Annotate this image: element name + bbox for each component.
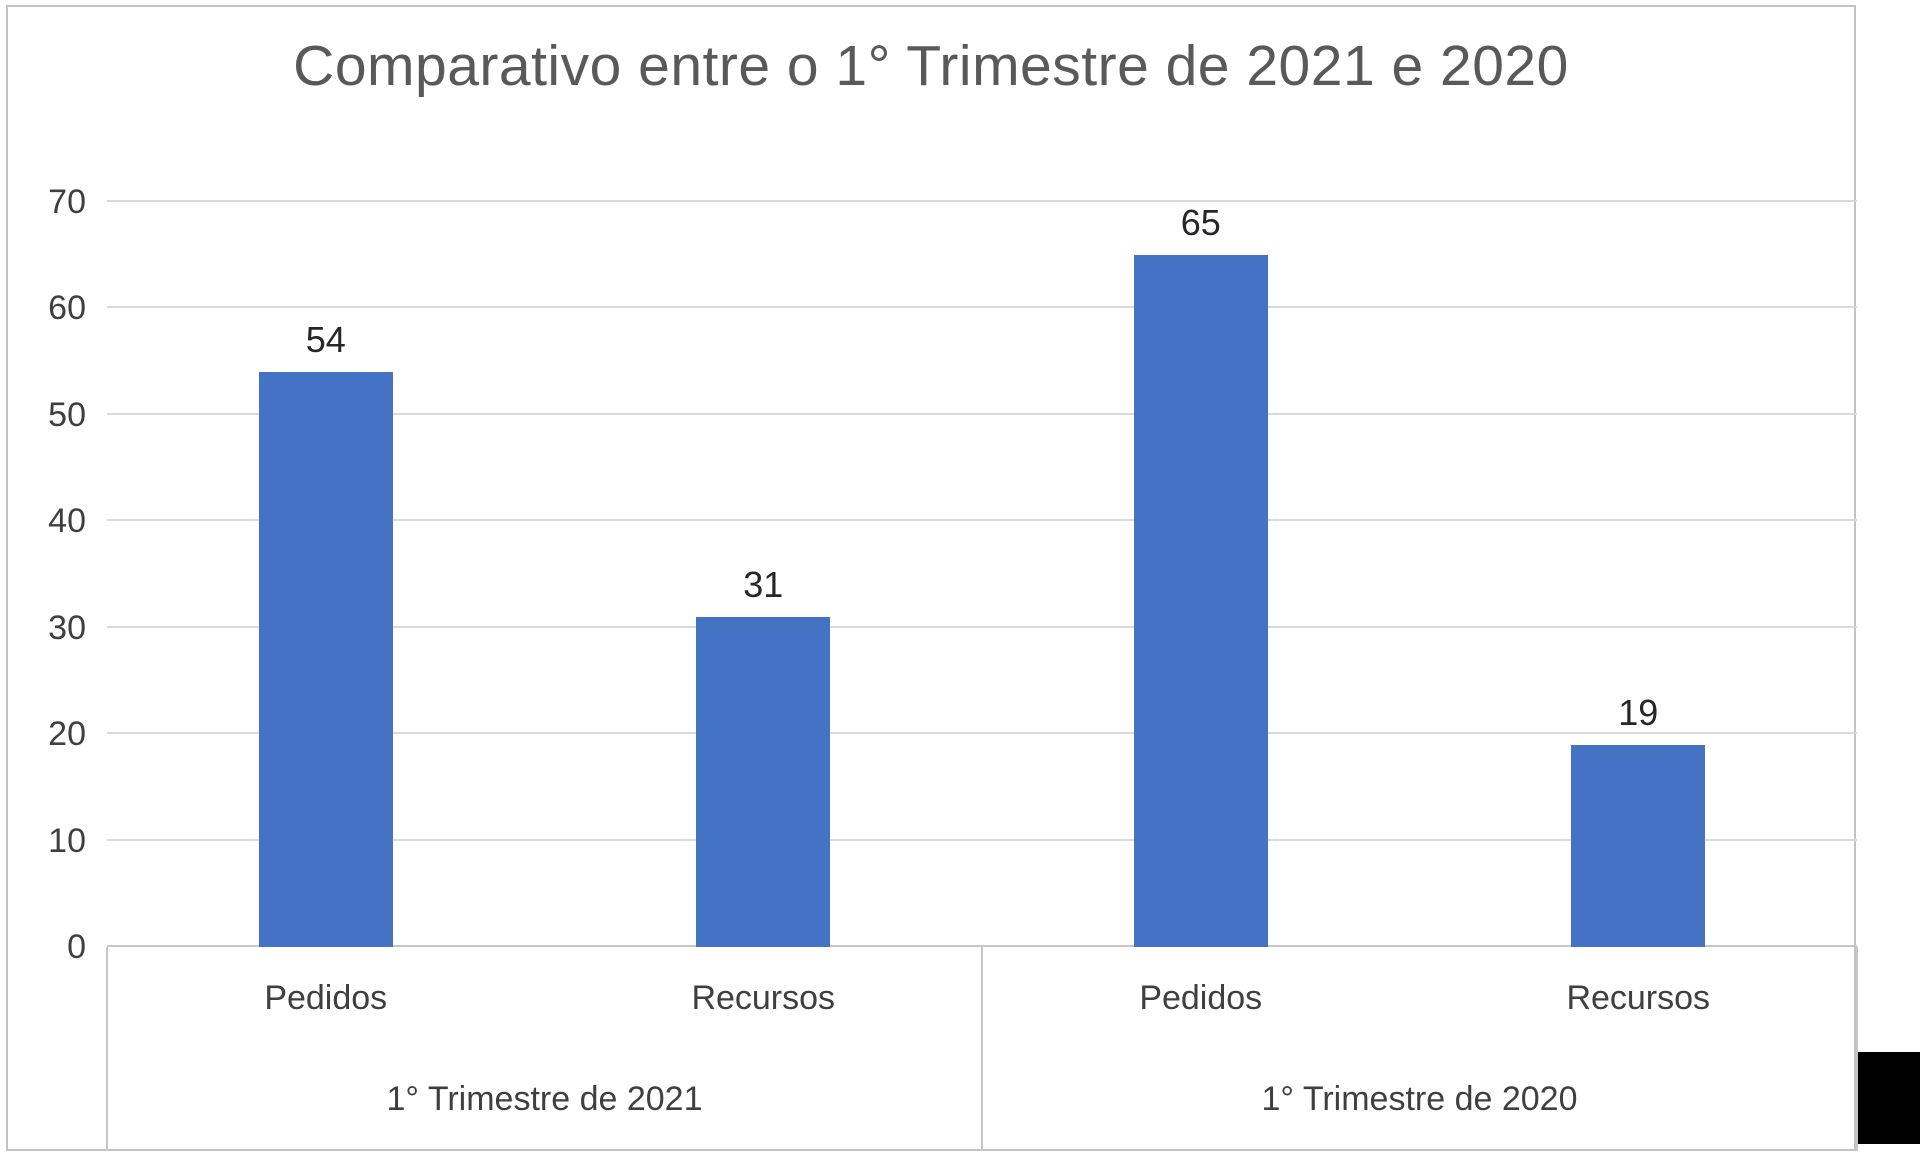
gridline [107,625,1857,628]
screen-corner-artifact [1858,1052,1920,1144]
gridline [107,519,1857,522]
gridline [107,945,1857,947]
data-label: 19 [1618,691,1659,733]
bar [258,372,393,947]
y-tick-label: 10 [48,821,86,860]
chart-title: Comparativo entre o 1° Trimestre de 2021… [293,34,1569,98]
data-label: 31 [743,564,784,606]
data-label: 54 [305,319,346,361]
group-label: 1° Trimestre de 2021 [386,1080,703,1118]
data-label: 65 [1180,202,1221,244]
y-tick-label: 50 [48,395,86,434]
axis-divider [106,947,108,1151]
chart-frame: Comparativo entre o 1° Trimestre de 2021… [6,5,1858,1151]
plot-area: 54 31 65 19 [107,200,1857,947]
gridline [107,412,1857,415]
category-label: Recursos [1566,979,1711,1017]
gridline [107,838,1857,841]
gridline [107,200,1857,202]
category-label: Recursos [691,979,836,1017]
y-axis: 0 10 20 30 40 50 60 70 [8,185,100,964]
category-label: Pedidos [264,979,388,1017]
bar [696,617,831,947]
y-tick-label: 60 [48,289,86,328]
y-tick-label: 70 [48,183,86,221]
group-label: 1° Trimestre de 2020 [1261,1080,1578,1118]
gridline [107,306,1857,309]
y-tick-label: 40 [48,502,86,541]
axis-divider [1856,947,1858,1151]
bar [1571,744,1706,947]
axis-divider [981,947,983,1151]
y-tick-label: 20 [48,715,86,754]
x-axis-table: Pedidos Recursos Pedidos Recursos 1° Trimest… [106,947,1858,1151]
category-label: Pedidos [1139,979,1263,1017]
bar [1133,255,1268,947]
y-tick-label: 30 [48,608,86,647]
gridline [107,732,1857,735]
y-tick-label: 0 [67,928,86,966]
